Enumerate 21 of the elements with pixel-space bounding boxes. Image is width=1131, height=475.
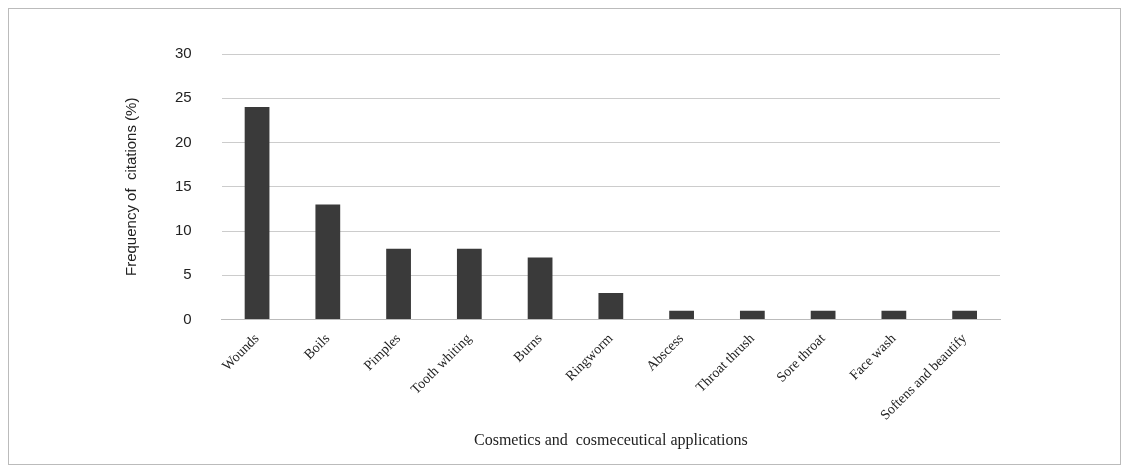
y-axis-title: Frequency of citations (%)	[122, 97, 140, 276]
y-tick-label: 15	[175, 176, 192, 194]
bar	[527, 257, 553, 320]
y-tick-label: 10	[175, 221, 192, 239]
y-tick-label: 0	[183, 309, 192, 327]
bar	[810, 310, 836, 320]
bar	[315, 204, 341, 320]
bar	[598, 292, 624, 320]
bar	[386, 248, 411, 320]
y-tick-label: 5	[183, 265, 192, 283]
bar	[456, 248, 482, 320]
bar	[881, 310, 907, 320]
y-tick-label: 25	[175, 88, 192, 106]
bar	[244, 107, 270, 320]
bar	[952, 310, 977, 320]
bar	[669, 310, 694, 320]
x-tick-label: Face wash	[846, 330, 899, 383]
y-tick-label: 20	[175, 132, 192, 150]
x-axis-title: Cosmetics and cosmeceutical applications	[473, 430, 748, 449]
y-tick-label: 30	[175, 44, 192, 62]
bar	[739, 310, 765, 320]
